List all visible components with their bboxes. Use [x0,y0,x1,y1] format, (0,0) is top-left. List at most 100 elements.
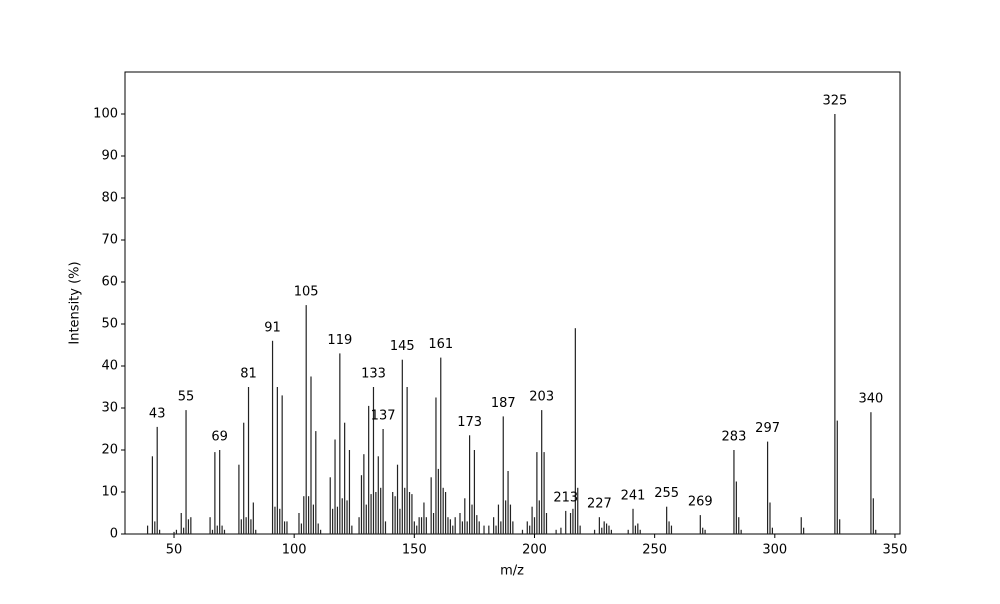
peak [190,517,192,534]
x-tick-label: 100 [282,543,307,558]
peak [769,502,771,534]
peak-label: 297 [755,421,780,436]
peak [310,376,312,534]
peak [452,525,454,534]
peak [507,471,509,534]
peak [505,500,507,534]
peak-label: 161 [428,337,453,352]
peak [271,340,274,534]
y-tick-label: 70 [101,233,118,248]
peak [401,359,403,534]
peak [209,517,211,534]
peak [211,529,214,534]
y-tick-label: 20 [101,443,118,458]
peak [639,529,641,534]
peak [420,517,423,534]
peak [315,431,317,534]
peak [300,523,302,534]
peak [317,523,319,534]
peak [432,513,435,534]
peak [668,521,670,534]
peak [365,504,367,534]
peak [368,405,370,534]
peak [800,517,802,534]
peak [173,531,175,534]
peak [495,525,497,534]
peak-label: 227 [587,497,612,512]
peak [466,521,468,534]
x-tick-label: 350 [883,543,908,558]
y-tick-label: 30 [101,401,118,416]
peak [444,492,447,534]
peak [384,521,387,534]
peak [735,481,737,534]
peak [185,410,187,534]
peak [469,435,471,534]
peak [569,513,572,534]
peak [608,525,610,534]
peak-label: 213 [553,490,578,505]
peak [240,519,242,534]
peak [406,387,408,534]
y-axis-label: Intensity (%) [68,261,83,344]
peak [574,328,576,534]
peak [221,525,223,534]
peak [521,529,524,534]
peak-label: 145 [390,339,415,354]
peak [312,504,315,534]
peak [276,387,278,534]
peak-label: 81 [240,367,257,382]
peak [493,517,495,534]
peak [245,517,247,534]
y-tick-label: 50 [101,317,118,332]
peak [216,525,218,534]
peak [536,452,538,534]
peak [339,353,341,534]
peak [223,529,226,534]
peak-label: 91 [264,320,281,335]
peak [740,529,742,534]
peak [447,517,449,534]
x-tick-label: 300 [762,543,787,558]
peak [360,475,363,534]
y-tick-label: 80 [101,191,118,206]
peak [252,502,254,534]
peak [442,487,444,534]
peak [598,517,600,534]
peak [399,508,401,534]
peak [341,498,343,534]
peak [632,508,634,534]
peak-label: 69 [211,430,228,445]
peak [425,517,427,534]
peak [156,426,158,534]
peak [541,410,543,534]
peak [565,510,567,534]
peak [303,496,305,534]
peak [375,492,377,534]
peak [411,494,413,534]
peak [305,305,307,534]
peak [531,506,533,534]
peak [702,527,704,534]
x-tick-label: 150 [402,543,427,558]
peak [834,114,836,534]
peak [377,456,379,534]
peak [358,517,360,534]
peak [634,525,637,534]
peak [370,494,372,534]
peak [214,452,216,534]
peak [459,513,461,534]
peak [500,521,502,534]
peak [839,519,841,534]
peak [545,513,548,534]
x-tick-label: 50 [166,543,183,558]
peak [351,525,353,534]
peak-label: 43 [149,406,166,421]
peak-label: 187 [491,396,516,411]
peak [396,464,399,534]
peak [699,515,701,534]
peak-label: 325 [822,94,847,109]
peak [605,523,608,534]
peak [666,506,668,534]
